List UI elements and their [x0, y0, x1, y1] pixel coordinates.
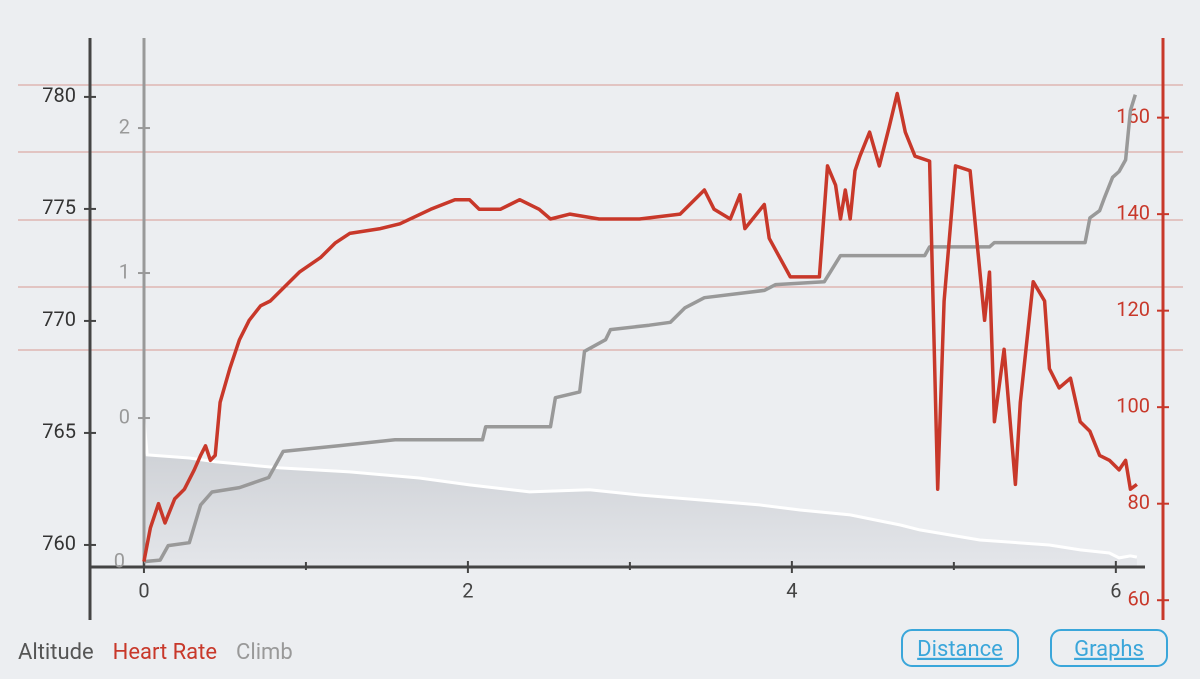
altitude-line [142, 419, 1138, 560]
heart-rate-tick-label: 80 [1128, 490, 1150, 514]
altitude-tick-label: 765 [42, 419, 76, 443]
heart-rate-tick-label: 160 [1116, 104, 1150, 128]
altitude-tick-label: 760 [42, 531, 76, 555]
climb-tick-label: 1 [119, 259, 130, 283]
x-tick-label: 2 [462, 578, 473, 602]
distance-button-label[interactable]: Distance [917, 637, 1003, 662]
climb-line [143, 94, 1137, 564]
heart-rate-line [142, 91, 1138, 562]
legend-entry: Climb [236, 640, 293, 665]
x-tick-label: 4 [786, 578, 797, 602]
graphs-button-label[interactable]: Graphs [1074, 637, 1144, 662]
legend-entry: Heart Rate [113, 640, 217, 665]
climb-tick-label: 0 [119, 404, 130, 428]
x-tick-label: 0 [138, 578, 149, 602]
graphs-button[interactable]: Graphs [1050, 629, 1168, 667]
climb-extra-label: 0 [114, 548, 125, 572]
heart-rate-tick-label: 140 [1116, 200, 1150, 224]
x-tick-label: 6 [1110, 578, 1121, 602]
altitude-area [143, 420, 1137, 567]
heart-rate-tick-label: 120 [1116, 297, 1150, 321]
heart-rate-tick-label: 60 [1128, 586, 1150, 610]
altitude-tick-label: 775 [42, 195, 76, 219]
legend-entry: Altitude [18, 640, 94, 665]
climb-tick-label: 2 [119, 114, 130, 138]
distance-button[interactable]: Distance [901, 629, 1019, 667]
altitude-tick-label: 780 [42, 83, 76, 107]
altitude-tick-label: 770 [42, 307, 76, 331]
heart-rate-tick-label: 100 [1116, 393, 1150, 417]
